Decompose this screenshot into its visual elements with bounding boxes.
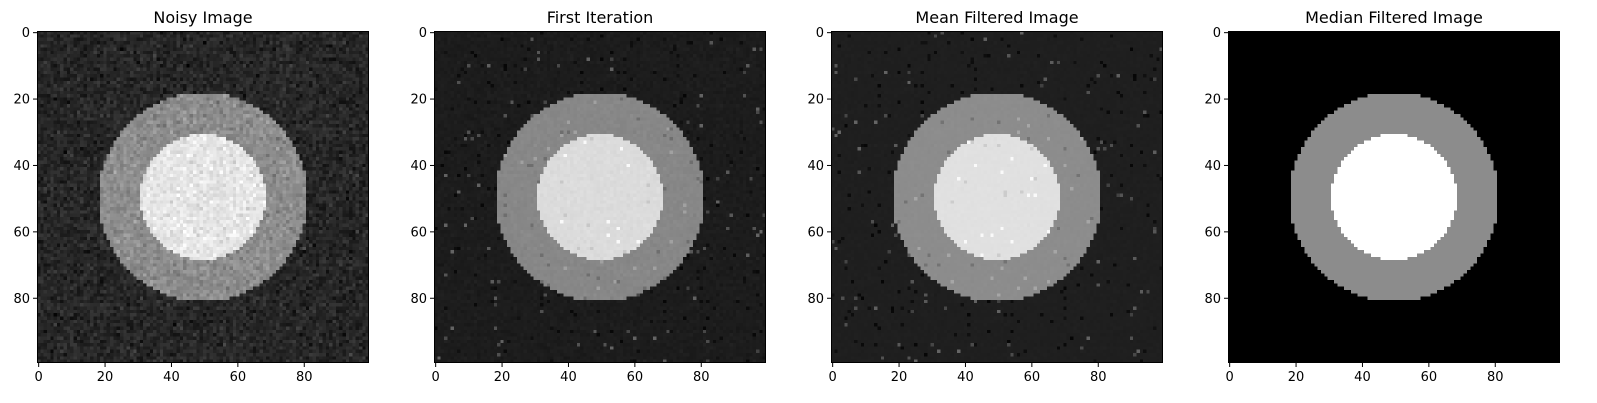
plot-panel-4: Median Filtered Image 0 20 40 60 80 0 20 40 60 80 <box>1204 8 1560 385</box>
x-tick-label-2-2: 40 <box>560 370 577 385</box>
x-tick-label-3-3: 60 <box>1024 370 1041 385</box>
y-tick-label-4-1: 20 <box>1204 93 1221 108</box>
plot-title-4: Median Filtered Image <box>1305 8 1483 27</box>
axes-frame-1 <box>37 31 369 363</box>
x-tick-label-1-0: 0 <box>35 370 43 385</box>
plot-title-1: Noisy Image <box>153 8 252 27</box>
plot-panel-3: Mean Filtered Image 0 20 40 60 80 0 20 40 60 80 <box>807 8 1163 385</box>
axes-frame-4 <box>1228 31 1560 363</box>
y-tick-label-1-4: 80 <box>13 292 30 307</box>
x-tick-label-3-0: 0 <box>829 370 837 385</box>
x-tick-label-1-4: 80 <box>296 370 313 385</box>
plot-panel-2: First Iteration 0 20 40 60 80 0 20 40 60 80 <box>410 8 766 385</box>
x-tick-label-4-3: 60 <box>1421 370 1438 385</box>
image-1 <box>37 31 369 363</box>
axes-frame-2 <box>434 31 766 363</box>
image-2 <box>434 31 766 363</box>
x-tick-label-4-0: 0 <box>1226 370 1234 385</box>
x-tick-label-1-1: 20 <box>97 370 114 385</box>
y-tick-label-4-0: 0 <box>1213 26 1221 41</box>
y-tick-label-3-3: 60 <box>807 225 824 240</box>
x-tick-label-3-4: 80 <box>1090 370 1107 385</box>
y-tick-label-1-3: 60 <box>13 225 30 240</box>
x-tick-label-4-1: 20 <box>1288 370 1305 385</box>
x-tick-label-4-2: 40 <box>1354 370 1371 385</box>
x-tick-label-2-4: 80 <box>693 370 710 385</box>
plot-panel-1: Noisy Image 0 20 40 60 80 0 20 40 60 80 <box>13 8 369 385</box>
y-tick-label-1-2: 40 <box>13 159 30 174</box>
y-tick-label-3-4: 80 <box>807 292 824 307</box>
y-tick-label-2-1: 20 <box>410 93 427 108</box>
y-tick-label-1-1: 20 <box>13 93 30 108</box>
x-tick-label-2-1: 20 <box>494 370 511 385</box>
y-tick-label-1-0: 0 <box>22 26 30 41</box>
x-tick-label-2-3: 60 <box>627 370 644 385</box>
image-3 <box>831 31 1163 363</box>
x-tick-label-3-2: 40 <box>957 370 974 385</box>
y-tick-label-4-2: 40 <box>1204 159 1221 174</box>
y-tick-label-2-0: 0 <box>419 26 427 41</box>
plot-title-3: Mean Filtered Image <box>915 8 1078 27</box>
plot-title-2: First Iteration <box>547 8 654 27</box>
x-tick-label-1-3: 60 <box>230 370 247 385</box>
y-tick-label-3-1: 20 <box>807 93 824 108</box>
x-tick-label-1-2: 40 <box>163 370 180 385</box>
y-tick-label-4-3: 60 <box>1204 225 1221 240</box>
axes-frame-3 <box>831 31 1163 363</box>
y-tick-label-2-4: 80 <box>410 292 427 307</box>
y-tick-label-4-4: 80 <box>1204 292 1221 307</box>
x-tick-label-4-4: 80 <box>1487 370 1504 385</box>
y-tick-label-3-0: 0 <box>816 26 824 41</box>
y-tick-label-2-3: 60 <box>410 225 427 240</box>
y-tick-label-3-2: 40 <box>807 159 824 174</box>
x-tick-label-3-1: 20 <box>891 370 908 385</box>
image-4 <box>1228 31 1560 363</box>
x-tick-label-2-0: 0 <box>432 370 440 385</box>
y-tick-label-2-2: 40 <box>410 159 427 174</box>
